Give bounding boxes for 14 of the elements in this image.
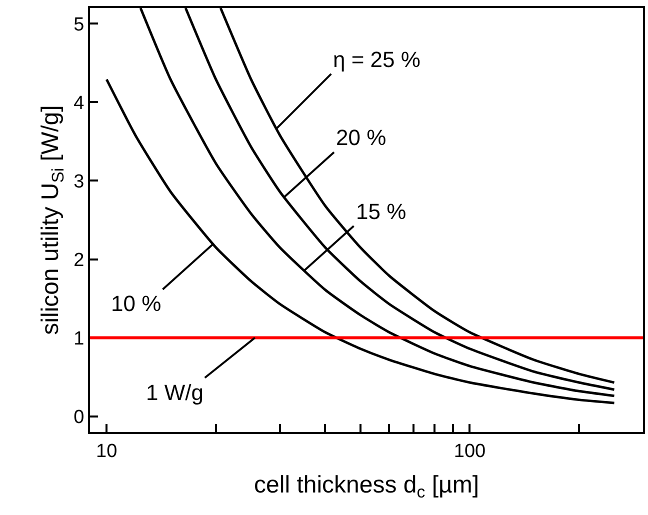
- y-tick-label: 2: [74, 250, 84, 271]
- annotation: 15 %: [356, 199, 406, 224]
- annotation: 1 W/g: [146, 380, 204, 405]
- y-tick-label: 5: [74, 14, 84, 36]
- y-tick-label: 4: [74, 92, 85, 114]
- y-tick-label: 3: [74, 171, 84, 192]
- y-tick-label: 1: [74, 328, 84, 350]
- annotation: 20 %: [336, 125, 386, 150]
- annotation: η = 25 %: [333, 47, 420, 72]
- y-tick-label: 0: [74, 406, 84, 428]
- x-tick-label: 100: [454, 440, 486, 462]
- annotation: 10 %: [111, 291, 162, 316]
- x-axis-title: cell thickness d$_{c}$ [µm]: [254, 472, 479, 502]
- x-tick-label: 10: [96, 440, 118, 462]
